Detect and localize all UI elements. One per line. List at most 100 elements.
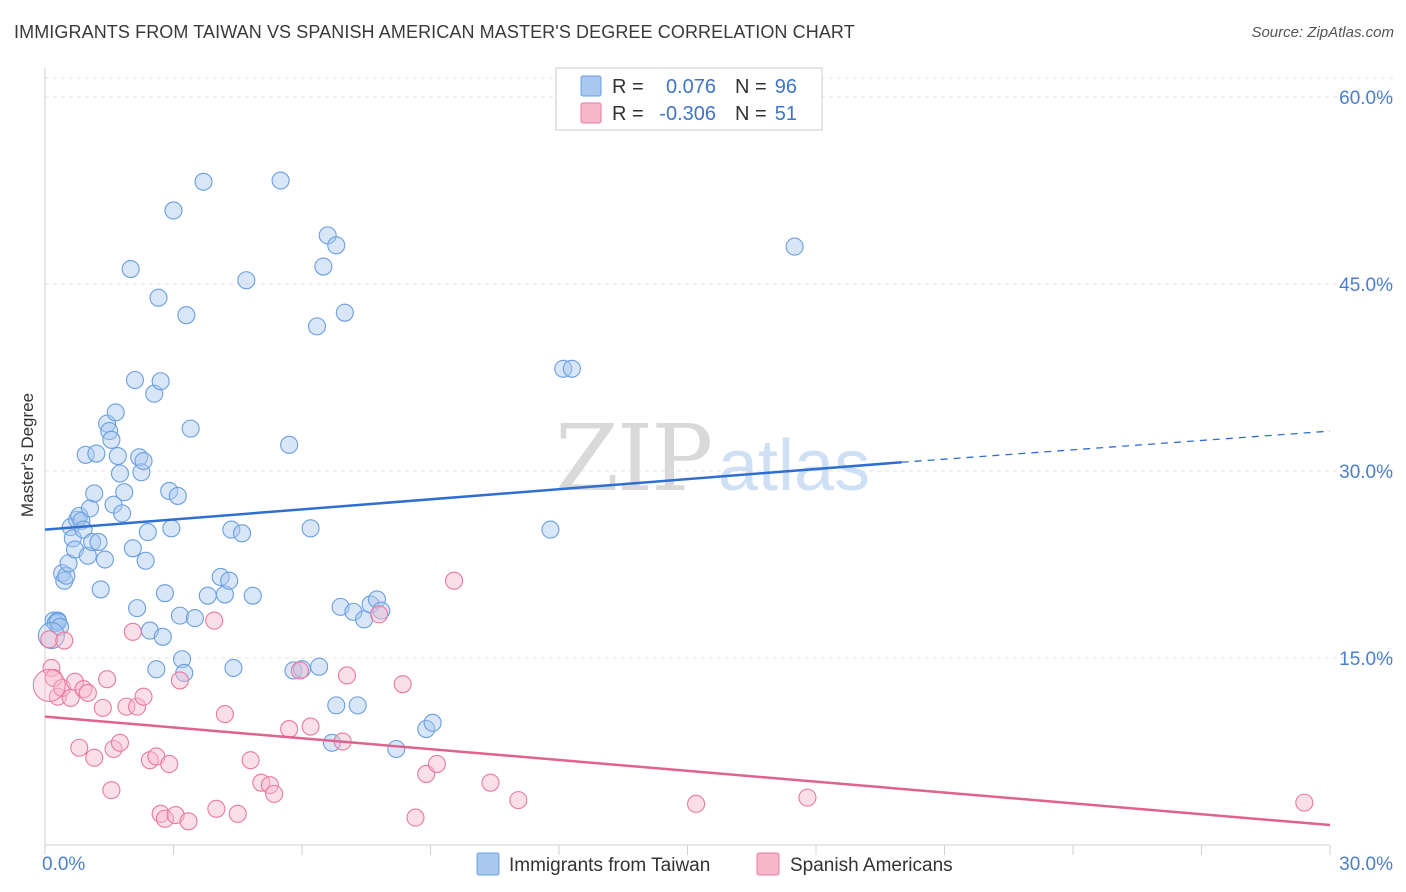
bottom-legend-label-taiwan: Immigrants from Taiwan xyxy=(509,855,710,876)
legend-r-label-spanish: R = xyxy=(612,103,644,125)
taiwan-point xyxy=(307,317,327,336)
spanish-point xyxy=(215,705,234,724)
taiwan-point xyxy=(147,660,166,679)
series-spanish-points xyxy=(32,571,1314,831)
source-label: Source: ZipAtlas.com xyxy=(1251,24,1394,41)
x-tick-label: 0.0% xyxy=(42,854,85,875)
taiwan-point xyxy=(222,520,241,539)
spanish-point xyxy=(160,754,179,774)
trend-lines xyxy=(44,430,1331,827)
spanish-point xyxy=(301,717,320,736)
taiwan-point xyxy=(115,483,134,502)
taiwan-point xyxy=(541,520,560,539)
gridlines xyxy=(45,77,1395,659)
taiwan-point xyxy=(310,657,329,676)
taiwan-point xyxy=(50,617,70,636)
spanish-point xyxy=(241,751,260,770)
spanish-point xyxy=(55,631,74,650)
taiwan-point xyxy=(785,237,804,256)
spanish-point xyxy=(280,720,299,739)
legend-n-label-taiwan: N = xyxy=(735,76,767,98)
taiwan-point xyxy=(271,171,290,190)
spanish-point xyxy=(170,671,189,690)
taiwan-point xyxy=(237,271,256,290)
taiwan-point xyxy=(87,444,106,463)
taiwan-point xyxy=(121,259,140,279)
y-axis-label: Master's Degree xyxy=(18,393,37,517)
spanish-point xyxy=(393,675,412,694)
taiwan-point xyxy=(198,586,217,605)
legend-r-label-taiwan: R = xyxy=(612,76,644,98)
taiwan-point xyxy=(168,486,187,505)
series-taiwan-points xyxy=(37,171,804,759)
taiwan-point xyxy=(181,419,200,438)
taiwan-point xyxy=(387,739,406,759)
spanish-point xyxy=(228,804,247,823)
spanish-point xyxy=(78,683,97,702)
spanish-point xyxy=(110,733,130,752)
taiwan-point xyxy=(220,571,239,590)
spanish-point xyxy=(102,781,121,800)
spanish-point xyxy=(117,697,136,716)
taiwan-point xyxy=(134,451,153,471)
spanish-point xyxy=(98,670,117,689)
taiwan-point xyxy=(177,306,196,325)
spanish-point xyxy=(70,738,89,757)
taiwan-point xyxy=(151,372,170,391)
taiwan-point xyxy=(327,236,346,255)
taiwan-point xyxy=(110,464,130,483)
spanish-point xyxy=(123,622,142,641)
taiwan-point xyxy=(327,696,346,715)
spanish-point xyxy=(687,794,706,813)
taiwan-point xyxy=(106,403,125,422)
spanish-point xyxy=(155,809,174,828)
taiwan-point xyxy=(136,551,155,570)
taiwan-point xyxy=(194,172,213,191)
spanish-point xyxy=(179,812,198,831)
spanish-point xyxy=(798,788,817,807)
trend-line-taiwan xyxy=(44,461,902,531)
spanish-point-cluster xyxy=(32,668,66,702)
y-tick-label: 45.0% xyxy=(1339,275,1393,296)
spanish-point xyxy=(265,784,284,803)
y-tick-label: 30.0% xyxy=(1339,462,1393,483)
spanish-point xyxy=(427,754,446,774)
bottom-legend-label-spanish: Spanish Americans xyxy=(790,855,953,876)
legend-swatch-taiwan xyxy=(580,75,602,97)
axes xyxy=(44,68,1331,855)
spanish-point xyxy=(406,808,425,827)
taiwan-point xyxy=(123,539,142,558)
taiwan-point xyxy=(344,602,363,621)
taiwan-point xyxy=(162,519,181,538)
spanish-point xyxy=(290,661,309,680)
trend-line-spanish xyxy=(44,715,1331,827)
taiwan-point xyxy=(102,430,121,449)
taiwan-point xyxy=(301,519,320,538)
taiwan-point xyxy=(91,580,110,599)
chart-title: IMMIGRANTS FROM TAIWAN VS SPANISH AMERIC… xyxy=(14,22,855,42)
taiwan-point xyxy=(80,499,100,518)
spanish-point xyxy=(337,666,357,685)
spanish-point xyxy=(40,630,59,649)
taiwan-point xyxy=(423,713,442,732)
spanish-point xyxy=(370,605,389,624)
spanish-point xyxy=(93,698,112,717)
x-tick-label: 30.0% xyxy=(1339,854,1393,875)
taiwan-point xyxy=(125,370,144,390)
taiwan-point xyxy=(149,288,168,307)
legend-n-label-spanish: N = xyxy=(735,103,767,125)
taiwan-point xyxy=(348,696,367,715)
legend-r-value-spanish: -0.306 xyxy=(659,103,716,125)
spanish-point xyxy=(205,611,224,630)
taiwan-point-cluster xyxy=(37,622,65,650)
taiwan-point xyxy=(314,257,333,276)
legend-n-value-taiwan: 96 xyxy=(775,76,797,98)
spanish-point xyxy=(1295,793,1314,812)
taiwan-point xyxy=(113,504,132,523)
y-tick-label: 60.0% xyxy=(1339,88,1393,109)
taiwan-point xyxy=(85,484,104,503)
taiwan-point xyxy=(562,359,581,378)
taiwan-point xyxy=(280,435,299,454)
y-tick-label: 15.0% xyxy=(1339,649,1393,670)
